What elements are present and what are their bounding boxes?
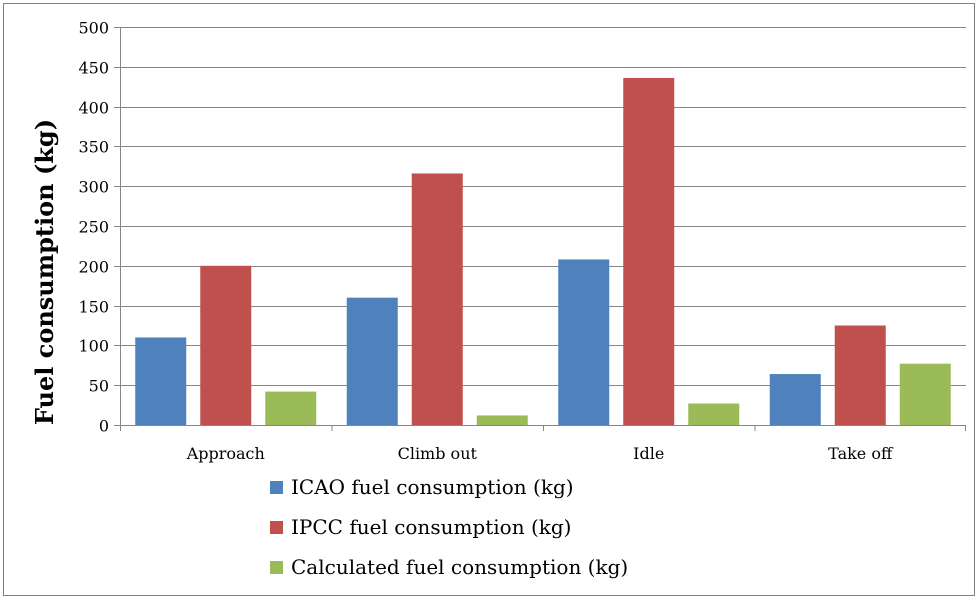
bar-ipcc-climb-out bbox=[411, 173, 463, 425]
legend-label: Calculated fuel consumption (kg) bbox=[291, 555, 628, 579]
legend-label: ICAO fuel consumption (kg) bbox=[291, 475, 574, 499]
legend-swatch bbox=[270, 561, 283, 574]
bar-calculated-take-off bbox=[899, 363, 951, 425]
y-tick-label: 350 bbox=[78, 138, 109, 157]
bar-ipcc-approach bbox=[200, 265, 252, 425]
legend-swatch bbox=[270, 521, 283, 534]
bar-ipcc-take-off bbox=[834, 325, 886, 425]
y-tick-label: 250 bbox=[78, 218, 109, 237]
y-tick-label: 150 bbox=[78, 298, 109, 317]
x-tick-label: Idle bbox=[633, 444, 664, 463]
bar-calculated-idle bbox=[688, 403, 740, 425]
y-tick-label: 200 bbox=[78, 258, 109, 277]
y-tick-label: 500 bbox=[78, 19, 109, 38]
bar-icao-take-off bbox=[769, 374, 821, 425]
bar-icao-approach bbox=[135, 337, 187, 425]
bar-icao-climb-out bbox=[346, 297, 398, 425]
bar-calculated-climb-out bbox=[476, 415, 528, 425]
y-tick-label: 450 bbox=[78, 59, 109, 78]
x-tick-label: Take off bbox=[828, 444, 894, 463]
y-tick-label: 0 bbox=[99, 417, 109, 436]
legend-label: IPCC fuel consumption (kg) bbox=[291, 515, 571, 539]
axes: 0 50 100 150 200 250 300 350 400 450 500 Approach Cl… bbox=[78, 19, 966, 463]
legend: ICAO fuel consumption (kg) IPCC fuel cons… bbox=[270, 475, 628, 579]
x-tick-label: Approach bbox=[186, 444, 265, 463]
legend-swatch bbox=[270, 481, 283, 494]
y-axis-label: Fuel consumption (kg) bbox=[30, 119, 59, 425]
bars bbox=[135, 77, 951, 425]
y-tick-label: 100 bbox=[78, 337, 109, 356]
gridlines bbox=[120, 27, 966, 386]
bar-ipcc-idle bbox=[623, 77, 675, 425]
bar-icao-idle bbox=[558, 259, 610, 425]
y-tick-label: 400 bbox=[78, 99, 109, 118]
x-tick-label: Climb out bbox=[398, 444, 478, 463]
chart-border bbox=[3, 3, 975, 596]
y-tick-label: 50 bbox=[89, 377, 109, 396]
y-tick-label: 300 bbox=[78, 178, 109, 197]
bar-calculated-approach bbox=[265, 391, 317, 425]
